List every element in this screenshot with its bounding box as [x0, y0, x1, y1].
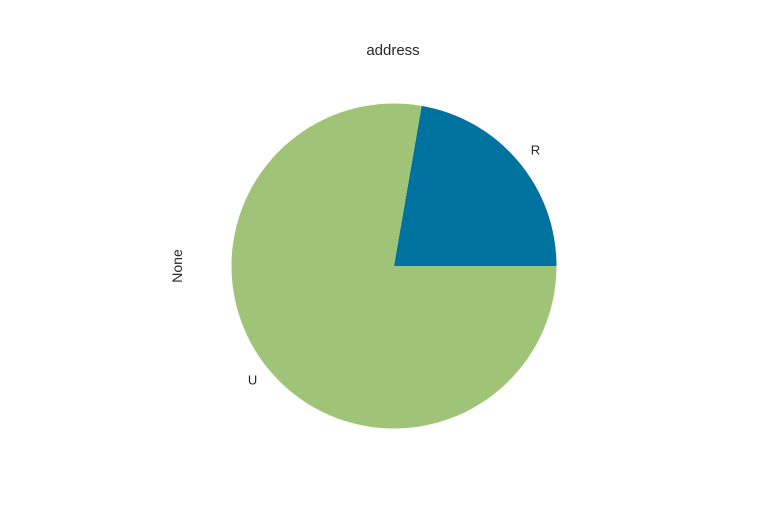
pie-slice-r — [394, 105, 557, 266]
y-axis-label: None — [169, 249, 185, 283]
chart-title: address — [366, 42, 419, 59]
pie-slices — [231, 103, 557, 429]
pie-label-r: R — [531, 142, 540, 157]
pie-slice-labels: RU — [248, 142, 540, 387]
pie-slice-u — [231, 103, 557, 429]
pie-label-u: U — [248, 373, 257, 388]
